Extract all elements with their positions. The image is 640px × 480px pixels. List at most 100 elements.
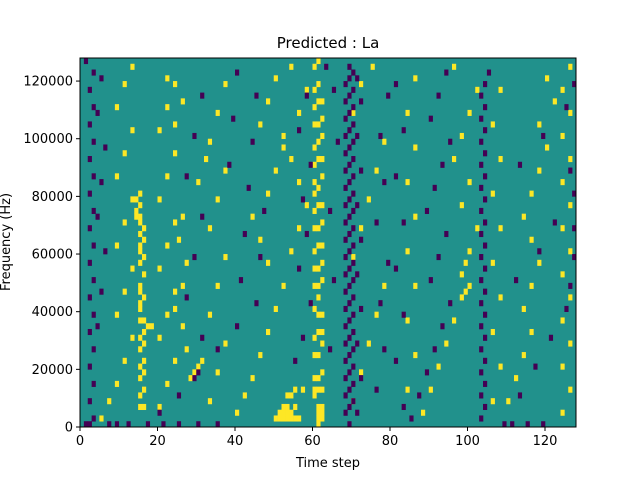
heatmap-cell-low bbox=[432, 184, 437, 191]
heatmap-cell-low bbox=[479, 277, 484, 284]
heatmap-cell-high bbox=[300, 386, 306, 393]
heatmap-cell-high bbox=[560, 86, 565, 93]
heatmap-cell-high bbox=[180, 213, 185, 220]
heatmap-cell-high bbox=[320, 340, 325, 347]
heatmap-cell-low bbox=[351, 104, 356, 111]
heatmap-cell-low bbox=[347, 334, 352, 341]
heatmap-cell-low bbox=[103, 248, 108, 255]
heatmap-cell-low bbox=[401, 311, 406, 318]
heatmap-cell-high bbox=[320, 277, 325, 284]
heatmap-cell-high bbox=[316, 81, 321, 88]
heatmap-cell-high bbox=[289, 156, 294, 163]
heatmap-cell-low bbox=[479, 392, 484, 399]
heatmap-cell-low bbox=[331, 277, 337, 284]
heatmap-cell-high bbox=[138, 334, 143, 341]
heatmap-cell-low bbox=[343, 375, 348, 382]
heatmap-cell-low bbox=[479, 230, 484, 238]
heatmap-cell-high bbox=[122, 288, 127, 295]
heatmap-cell-high bbox=[173, 121, 178, 128]
heatmap-cell-high bbox=[545, 144, 550, 151]
heatmap-cell-low bbox=[564, 104, 569, 111]
heatmap-cell-low bbox=[386, 92, 391, 99]
heatmap-cell-high bbox=[281, 132, 286, 140]
heatmap-cell-high bbox=[114, 104, 120, 111]
heatmap-cell-high bbox=[459, 271, 464, 278]
heatmap-cell-low bbox=[351, 242, 356, 249]
heatmap-cell-high bbox=[165, 75, 170, 82]
heatmap-cell-high bbox=[490, 121, 495, 128]
heatmap-cell-high bbox=[114, 380, 120, 387]
heatmap-cell-low bbox=[114, 421, 120, 428]
heatmap-cell-high bbox=[560, 363, 565, 370]
x-tick-label: 120 bbox=[533, 434, 558, 449]
heatmap-cell-low bbox=[347, 352, 352, 359]
heatmap-cell-low bbox=[103, 144, 108, 151]
heatmap-cell-high bbox=[293, 403, 298, 411]
heatmap-cell-low bbox=[359, 305, 364, 312]
heatmap-cell-high bbox=[320, 98, 325, 105]
heatmap-cell-low bbox=[87, 363, 92, 370]
heatmap-cell-high bbox=[521, 352, 526, 359]
heatmap-cell-low bbox=[401, 403, 406, 411]
heatmap-cell-low bbox=[351, 259, 356, 266]
heatmap-cell-high bbox=[184, 346, 189, 353]
heatmap-cell-low bbox=[83, 421, 89, 428]
heatmap-cell-low bbox=[428, 277, 433, 284]
heatmap-cell-low bbox=[483, 357, 488, 364]
heatmap-cell-high bbox=[312, 375, 317, 382]
heatmap-cell-low bbox=[444, 69, 449, 76]
heatmap-cell-high bbox=[297, 179, 302, 186]
heatmap-cell-high bbox=[312, 305, 317, 312]
y-tick-label: 40000 bbox=[32, 305, 73, 320]
heatmap-cell-low bbox=[87, 398, 92, 405]
heatmap-cell-low bbox=[479, 300, 484, 307]
heatmap-cell-high bbox=[297, 415, 302, 422]
heatmap-cell-low bbox=[192, 254, 197, 261]
heatmap-cell-high bbox=[107, 398, 112, 405]
heatmap-cell-high bbox=[142, 357, 147, 364]
heatmap-cell-low bbox=[351, 311, 356, 318]
heatmap-cell-high bbox=[452, 156, 457, 163]
heatmap-cell-high bbox=[568, 156, 573, 163]
chart-title: Predicted : La bbox=[277, 34, 380, 52]
heatmap-cell-low bbox=[479, 138, 484, 145]
heatmap-cell-high bbox=[145, 323, 151, 330]
heatmap-cell-low bbox=[145, 421, 151, 428]
heatmap-cell-low bbox=[343, 132, 348, 140]
heatmap-cell-low bbox=[436, 254, 441, 261]
heatmap-cell-high bbox=[413, 213, 418, 220]
heatmap-cell-high bbox=[138, 219, 143, 226]
heatmap-cell-low bbox=[328, 207, 333, 214]
heatmap-cell-high bbox=[184, 259, 189, 266]
heatmap-cell-high bbox=[459, 202, 464, 209]
heatmap-cell-high bbox=[316, 311, 321, 318]
heatmap-cell-low bbox=[502, 421, 507, 428]
heatmap-cell-high bbox=[568, 248, 573, 255]
heatmap-cell-low bbox=[378, 300, 383, 307]
heatmap-cell-high bbox=[568, 63, 573, 70]
heatmap-cell-high bbox=[320, 386, 325, 393]
heatmap-cell-high bbox=[114, 242, 120, 249]
heatmap-cell-low bbox=[440, 161, 445, 168]
heatmap-cell-low bbox=[343, 409, 348, 416]
heatmap-cell-low bbox=[304, 92, 309, 99]
heatmap-cell-low bbox=[308, 161, 313, 168]
heatmap-cell-high bbox=[312, 63, 317, 70]
heatmap-cell-high bbox=[490, 398, 495, 405]
heatmap-cell-low bbox=[157, 409, 162, 416]
heatmap-cell-low bbox=[514, 277, 519, 284]
heatmap-cell-low bbox=[436, 92, 441, 99]
heatmap-cell-low bbox=[91, 207, 96, 214]
heatmap-cell-high bbox=[320, 403, 325, 411]
heatmap-cell-high bbox=[165, 311, 170, 318]
heatmap-cell-low bbox=[355, 75, 360, 82]
heatmap-cell-high bbox=[281, 144, 286, 151]
heatmap-cell-high bbox=[273, 167, 278, 174]
heatmap-cell-low bbox=[246, 184, 251, 191]
heatmap-cell-high bbox=[452, 317, 457, 324]
heatmap-cell-low bbox=[91, 380, 96, 387]
heatmap-cell-low bbox=[347, 92, 352, 99]
heatmap-cell-high bbox=[498, 225, 503, 232]
heatmap-cell-high bbox=[142, 271, 147, 278]
